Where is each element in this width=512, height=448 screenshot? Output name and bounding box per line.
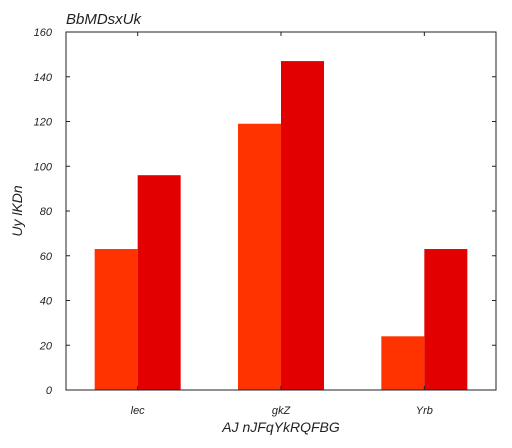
x-axis-label: AJ nJFqYkRQFBG xyxy=(221,419,340,435)
bar-Yrb-series-2 xyxy=(424,249,467,390)
bar-gkZ-series-1 xyxy=(238,124,281,390)
y-tick-label: 140 xyxy=(34,72,53,84)
y-tick-label: 0 xyxy=(46,385,53,397)
y-tick-label: 160 xyxy=(34,27,53,39)
y-tick-label: 20 xyxy=(39,340,53,352)
y-tick-label: 100 xyxy=(34,161,53,173)
bar-lec-series-2 xyxy=(138,175,181,390)
y-tick-label: 40 xyxy=(40,296,53,308)
bar-gkZ-series-2 xyxy=(281,61,324,390)
x-tick-label: gkZ xyxy=(272,405,292,417)
y-tick-label: 60 xyxy=(40,251,53,263)
bars-group xyxy=(95,61,468,390)
bar-lec-series-1 xyxy=(95,249,138,390)
x-tick-label: lec xyxy=(131,405,146,417)
x-tick-label: Yrb xyxy=(416,405,433,417)
chart-title: BbMDsxUk xyxy=(66,11,143,28)
y-tick-label: 120 xyxy=(34,117,53,129)
y-axis-label: Uy lKDn xyxy=(9,185,25,237)
bar-Yrb-series-1 xyxy=(381,336,424,390)
y-tick-label: 80 xyxy=(40,206,53,218)
